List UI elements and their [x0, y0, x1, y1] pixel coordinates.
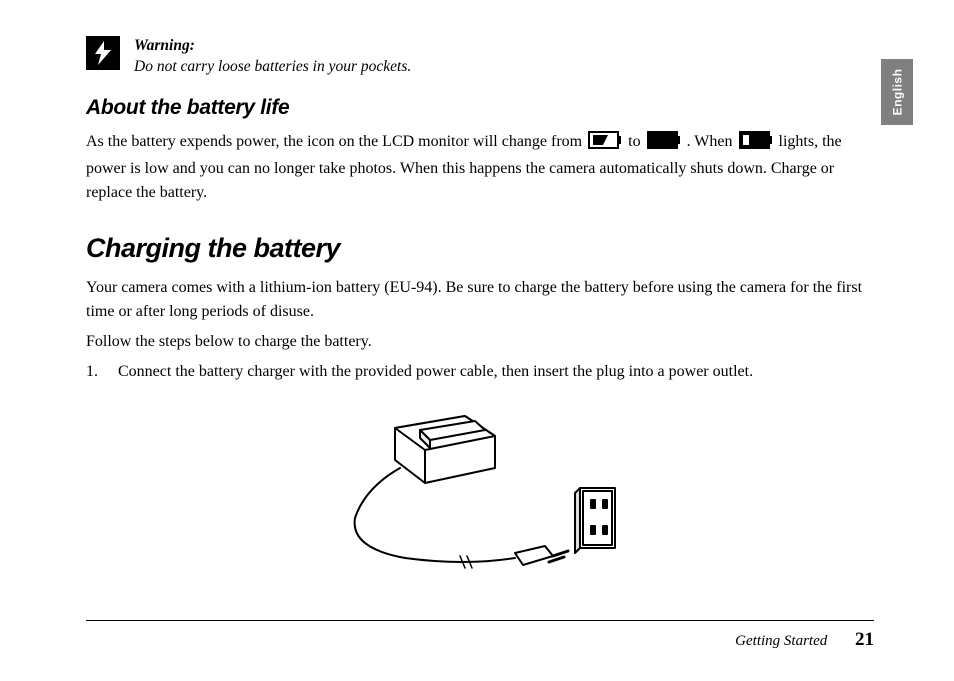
warning-block: Warning: Do not carry loose batteries in…	[86, 36, 874, 78]
footer-page-number: 21	[855, 629, 874, 650]
battery-life-paragraph: As the battery expends power, the icon o…	[86, 130, 874, 205]
charger-illustration	[86, 408, 874, 583]
section-heading-charging: Charging the battery	[86, 233, 874, 264]
warning-label: Warning:	[134, 37, 195, 54]
section-heading-battery-life: About the battery life	[86, 96, 874, 120]
battery-low-icon	[739, 131, 773, 157]
page-footer: Getting Started 21	[86, 620, 874, 651]
step-item: 1. Connect the battery charger with the …	[86, 360, 874, 384]
step-number: 1.	[86, 360, 104, 384]
step-text: Connect the battery charger with the pro…	[118, 360, 753, 384]
footer-section-name: Getting Started	[735, 633, 827, 649]
charging-para2: Follow the steps below to charge the bat…	[86, 330, 874, 354]
language-tab-label: English	[890, 69, 904, 116]
language-tab: English	[881, 59, 913, 125]
charging-para1: Your camera comes with a lithium-ion bat…	[86, 276, 874, 324]
warning-lightning-icon	[86, 36, 120, 70]
warning-body: Do not carry loose batteries in your poc…	[134, 58, 411, 75]
footer-rule	[86, 620, 874, 621]
warning-text: Warning: Do not carry loose batteries in…	[134, 36, 411, 78]
battery-full-icon	[588, 131, 622, 157]
battery-empty-icon	[647, 131, 681, 157]
